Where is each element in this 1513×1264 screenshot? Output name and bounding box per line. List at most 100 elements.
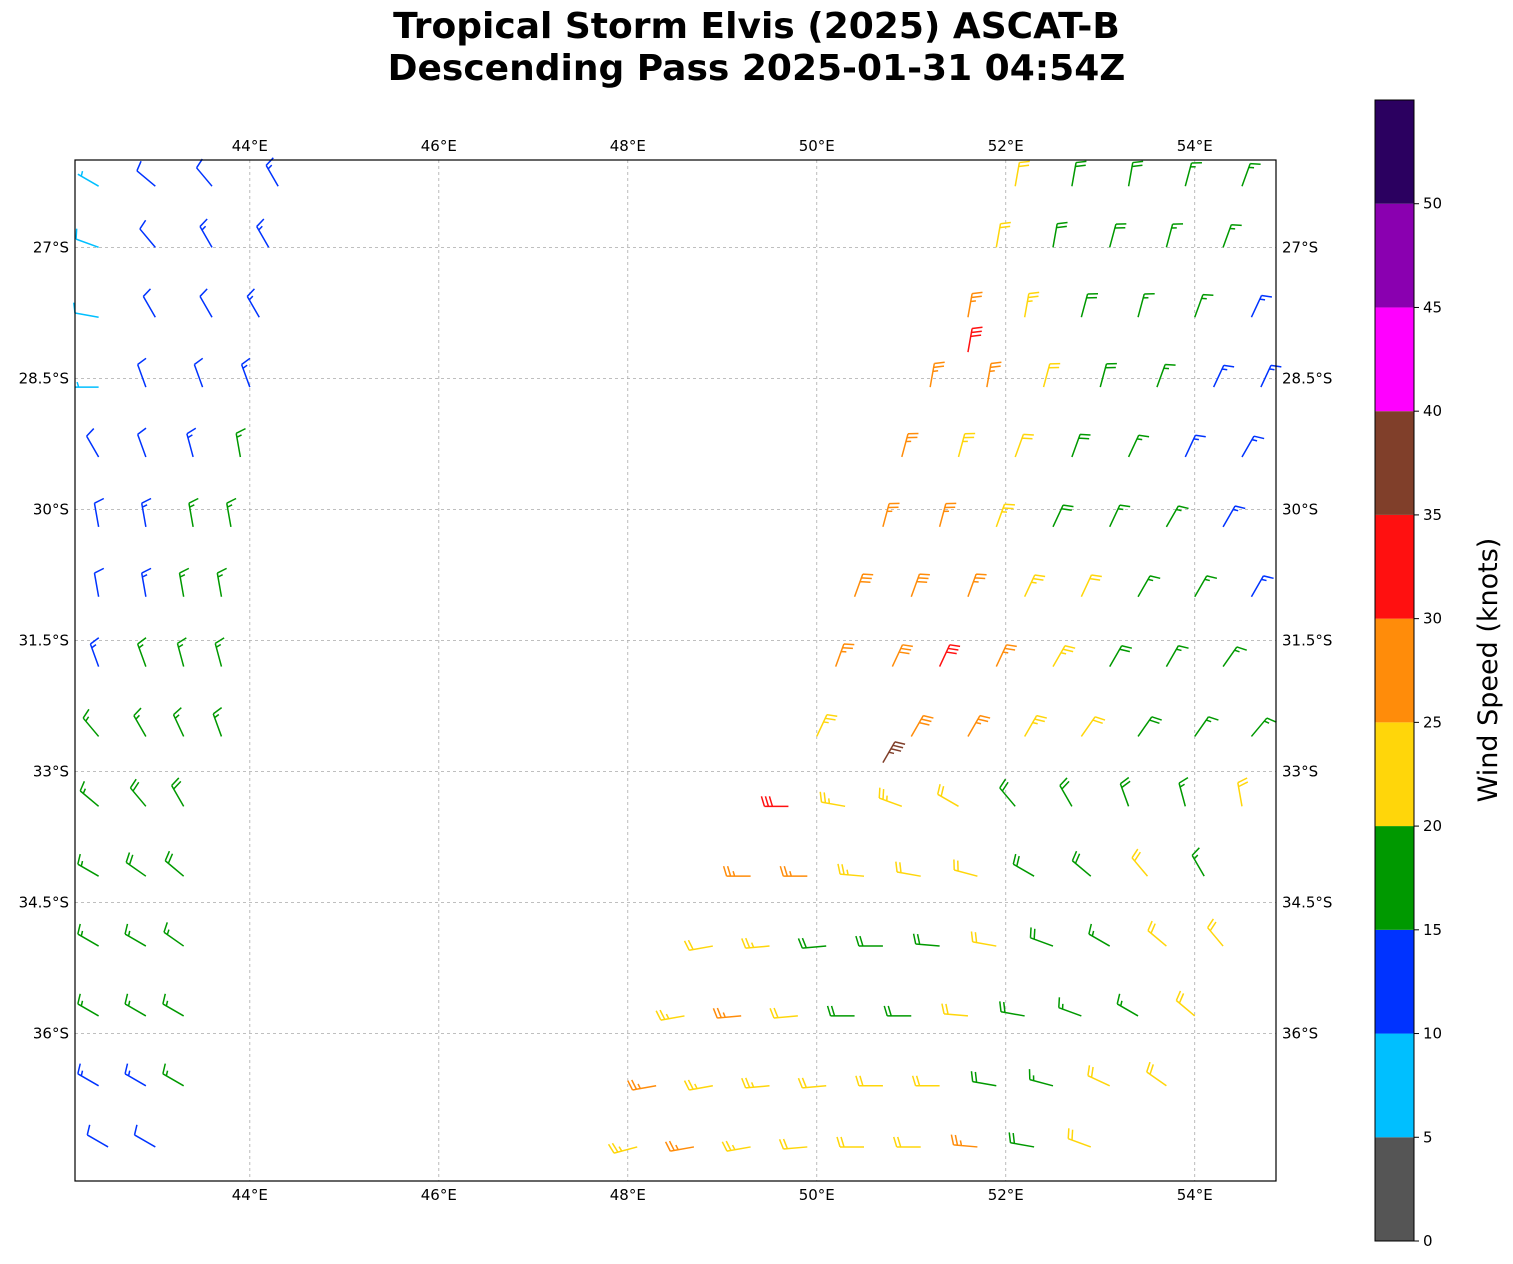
x-tick-label-bottom: 50°E — [799, 1186, 835, 1204]
wind-barb — [1071, 160, 1087, 187]
chart-title-line-1: Tropical Storm Elvis (2025) ASCAT-B — [393, 6, 1120, 47]
wind-barb — [1194, 575, 1218, 598]
wind-barb — [93, 567, 105, 597]
wind-barb — [967, 326, 983, 353]
wind-barb — [967, 291, 983, 318]
wind-barb — [136, 427, 147, 458]
wind-barb — [816, 713, 838, 737]
wind-barb — [212, 707, 223, 737]
wind-barb — [136, 357, 147, 388]
wind-barb — [627, 1079, 657, 1091]
colorbar-segment — [1375, 929, 1414, 1034]
wind-barb — [1212, 364, 1235, 388]
wind-barb — [193, 357, 204, 388]
wind-barb — [929, 361, 945, 388]
y-tick-label-right: 33°S — [1282, 762, 1318, 780]
y-tick-label-left: 28.5°S — [19, 369, 69, 387]
y-tick-label-left: 36°S — [33, 1024, 69, 1042]
wind-barb — [142, 288, 156, 318]
wind-barb — [139, 219, 156, 248]
wind-barb — [936, 783, 959, 807]
wind-barb — [178, 567, 190, 597]
wind-barb — [1178, 777, 1189, 807]
x-tick-label-bottom: 46°E — [421, 1186, 457, 1204]
x-tick-label-top: 52°E — [988, 137, 1024, 155]
x-tick-label-bottom: 48°E — [610, 1186, 646, 1204]
wind-barb — [1058, 997, 1082, 1017]
x-tick-label-bottom: 44°E — [232, 1186, 268, 1204]
wind-barb — [779, 865, 808, 877]
y-tick-label-left: 31.5°S — [19, 631, 69, 649]
colorbar-segment — [1375, 411, 1414, 515]
colorbar-segment — [1375, 826, 1414, 930]
wind-barb — [655, 1009, 685, 1021]
wind-barb — [235, 427, 246, 458]
x-tick-label-top: 46°E — [421, 137, 457, 155]
wind-barb — [265, 157, 279, 187]
wind-barb — [1194, 716, 1219, 737]
wind-barb — [910, 573, 930, 597]
y-tick-label-left: 30°S — [33, 500, 69, 518]
wind-barb — [1222, 646, 1247, 668]
wind-barb — [819, 791, 846, 808]
wind-barb — [1059, 777, 1073, 807]
wind-barb — [1222, 505, 1246, 528]
wind-barb — [1119, 776, 1131, 807]
wind-barb — [1052, 504, 1074, 528]
wind-barb — [853, 573, 874, 597]
wind-barb — [950, 1134, 978, 1148]
wind-barb — [1137, 292, 1155, 318]
wind-barb — [77, 923, 99, 947]
wind-barb — [77, 853, 99, 877]
x-tick-label-top: 48°E — [610, 137, 646, 155]
wind-barb — [1222, 224, 1242, 248]
wind-barb — [172, 707, 185, 737]
wind-barb — [1146, 1061, 1167, 1087]
wind-barb — [999, 778, 1016, 807]
wind-barb — [1175, 990, 1196, 1017]
y-tick-label-left: 27°S — [33, 238, 69, 256]
wind-barb — [995, 503, 1015, 528]
colorbar-segment — [1375, 203, 1414, 308]
wind-barb — [1108, 223, 1127, 248]
wind-barb — [607, 1142, 638, 1154]
wind-barb — [176, 637, 187, 667]
plot-frame — [74, 159, 1277, 1182]
colorbar-tick-label: 10 — [1423, 1025, 1442, 1043]
wind-barb — [199, 288, 213, 318]
wind-barb — [1014, 160, 1030, 187]
wind-barb — [256, 218, 270, 248]
wind-barb — [1099, 362, 1117, 388]
wind-barb — [85, 428, 100, 458]
wind-barb — [79, 781, 100, 807]
wind-barb — [683, 1079, 713, 1091]
colorbar-segment — [1375, 722, 1414, 827]
wind-barb — [1241, 162, 1261, 187]
wind-barb — [162, 1063, 185, 1087]
wind-barb — [1207, 918, 1224, 947]
wind-barb — [1165, 505, 1189, 528]
colorbar-segment — [1375, 100, 1414, 204]
wind-barb — [826, 1005, 855, 1017]
wind-barb — [171, 777, 185, 807]
y-tick-label-left: 34.5°S — [19, 893, 69, 911]
wind-barb — [1250, 575, 1274, 598]
wind-barb — [970, 931, 997, 947]
wind-barb — [1080, 574, 1102, 598]
y-tick-label-right: 27°S — [1282, 238, 1318, 256]
wind-barb — [712, 1007, 742, 1019]
wind-barb — [769, 1007, 798, 1019]
wind-barb — [1109, 645, 1133, 667]
wind-barb — [89, 637, 100, 667]
wind-barb — [1241, 435, 1265, 458]
wind-barb — [162, 993, 185, 1017]
colorbar-tick-label: 25 — [1423, 713, 1442, 731]
wind-barb — [186, 427, 197, 458]
wind-barb — [721, 1140, 751, 1152]
wind-barb — [895, 861, 921, 877]
wind-barb — [133, 1124, 156, 1148]
chart-title-line-2: Descending Pass 2025-01-31 04:54Z — [387, 48, 1126, 89]
wind-barb — [199, 218, 213, 248]
x-tick-label-bottom: 54°E — [1177, 1186, 1213, 1204]
